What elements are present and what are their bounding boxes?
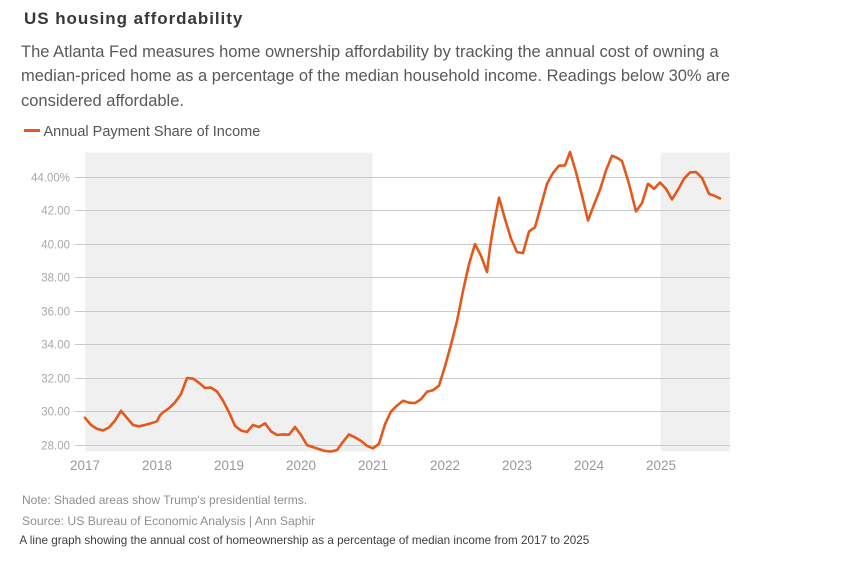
svg-text:2021: 2021 (358, 458, 388, 473)
svg-text:2025: 2025 (646, 458, 676, 473)
svg-text:2018: 2018 (142, 458, 172, 473)
svg-text:42.00: 42.00 (41, 206, 70, 218)
svg-text:30.00: 30.00 (41, 407, 70, 419)
svg-text:2024: 2024 (574, 458, 605, 473)
svg-text:2019: 2019 (214, 458, 244, 473)
svg-text:2017: 2017 (70, 458, 100, 473)
svg-text:2022: 2022 (430, 458, 460, 473)
svg-text:40.00: 40.00 (41, 240, 70, 252)
svg-text:2023: 2023 (502, 458, 532, 473)
svg-text:36.00: 36.00 (41, 307, 70, 319)
svg-text:28.00: 28.00 (41, 441, 70, 453)
svg-text:34.00: 34.00 (41, 340, 70, 352)
svg-text:32.00: 32.00 (41, 374, 70, 386)
svg-text:2020: 2020 (286, 458, 316, 473)
svg-text:44.00%: 44.00% (31, 173, 70, 185)
svg-text:38.00: 38.00 (41, 273, 70, 285)
